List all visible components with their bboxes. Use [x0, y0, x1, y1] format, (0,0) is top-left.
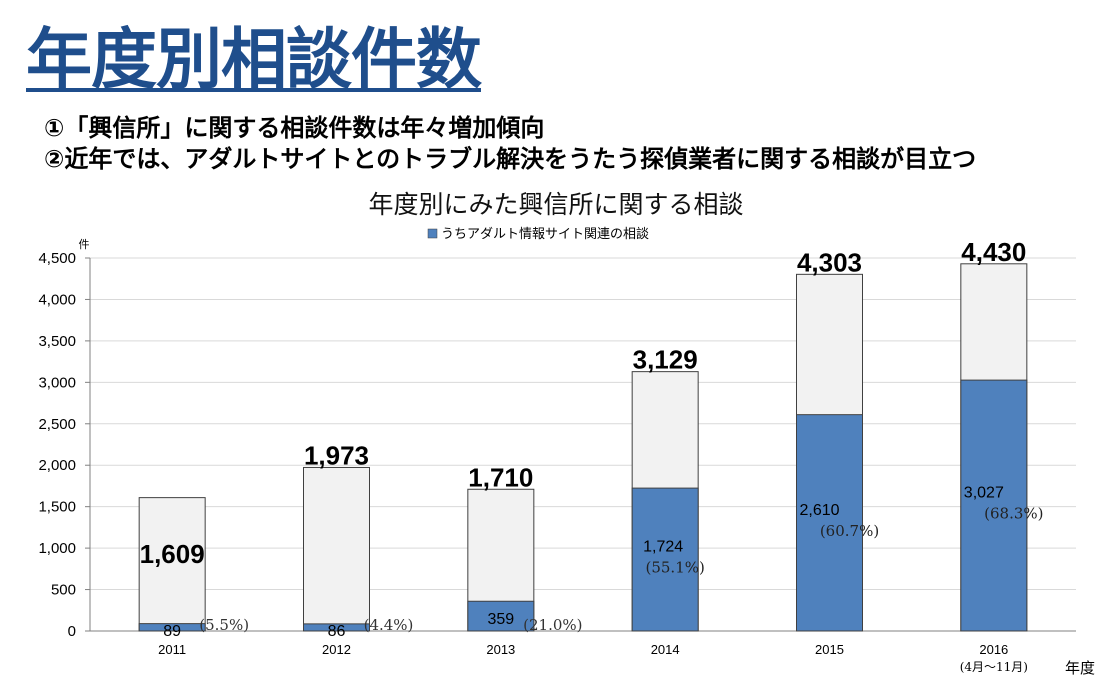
bar-total	[303, 466, 370, 632]
gridlines	[90, 257, 1076, 591]
y-tick-label: 1,000	[38, 540, 76, 557]
x-tick-label: 2016	[979, 642, 1008, 657]
y-tick-label: 500	[51, 582, 76, 599]
bar-adult-site	[960, 379, 1028, 632]
total-label: 3,129	[633, 345, 698, 375]
axes: 0 500 1,000 1,500 2,000 2,500 3,000 3,500 4,000 4…	[38, 238, 1095, 677]
value-label: 3,027	[964, 485, 1004, 502]
x-tick-label: 2013	[486, 642, 515, 657]
total-label: 1,609	[140, 539, 205, 569]
slide-title: 年度別相談件数	[26, 21, 482, 98]
y-axis-label: 件	[79, 238, 90, 251]
legend-swatch	[427, 228, 438, 239]
total-label: 4,430	[961, 237, 1026, 267]
bar-total	[138, 497, 206, 632]
percent-label: (21.0%)	[523, 616, 582, 634]
x-tick-note: (4月～11月)	[960, 660, 1028, 674]
value-label: 359	[487, 611, 514, 628]
y-tick-label: 1,500	[38, 499, 76, 516]
y-tick-label: 4,000	[38, 291, 76, 308]
total-label: 4,303	[797, 247, 862, 277]
legend: うちアダルト情報サイト関連の相談	[427, 226, 649, 242]
x-tick-label: 2011	[158, 642, 186, 657]
percent-label: (5.5%)	[199, 616, 249, 634]
y-tick-label: 2,000	[38, 457, 76, 474]
value-label: 89	[163, 623, 181, 640]
y-tick-label: 0	[68, 623, 76, 640]
percent-label: (4.4%)	[364, 616, 414, 634]
x-tick-label: 2014	[651, 642, 680, 657]
value-label: 2,610	[799, 502, 839, 519]
bullet-list: ①「興信所」に関する相談件数は年々増加傾向 ②近年では、アダルトサイトとのトラブ…	[44, 113, 976, 175]
y-tick-label: 2,500	[38, 416, 76, 433]
percent-label: (55.1%)	[645, 559, 704, 577]
total-label: 1,710	[468, 462, 533, 492]
y-tick-label: 3,500	[38, 333, 76, 350]
bar-adult-site	[138, 623, 206, 632]
bar-adult-site	[303, 623, 370, 632]
x-tick-label: 2012	[322, 642, 351, 657]
bullet-item-1: ①「興信所」に関する相談件数は年々増加傾向	[44, 114, 545, 142]
percent-label: (68.3%)	[984, 505, 1043, 523]
total-label: 1,973	[304, 440, 369, 470]
value-label: 86	[328, 623, 346, 640]
legend-label: うちアダルト情報サイト関連の相談	[441, 226, 649, 242]
bar-adult-site	[631, 487, 699, 632]
bar-adult-site	[796, 414, 863, 632]
value-label: 1,724	[643, 539, 683, 556]
x-tick-label: 2015	[815, 642, 844, 657]
y-tick-label: 3,000	[38, 374, 76, 391]
y-tick-label: 4,500	[38, 250, 76, 267]
bars	[138, 263, 1028, 632]
bullet-item-2: ②近年では、アダルトサイトとのトラブル解決をうたう探偵業者に関する相談が目立つ	[44, 145, 977, 173]
chart-title: 年度別にみた興信所に関する相談	[368, 190, 744, 219]
bar-adult-site	[467, 600, 535, 632]
x-axis-label: 年度	[1065, 659, 1095, 677]
percent-label: (60.7%)	[820, 522, 879, 540]
data-labels: 1,609 89 (5.5%) 1,973 86 (4.4%) 1,710 359 (21.0%…	[140, 237, 1044, 640]
